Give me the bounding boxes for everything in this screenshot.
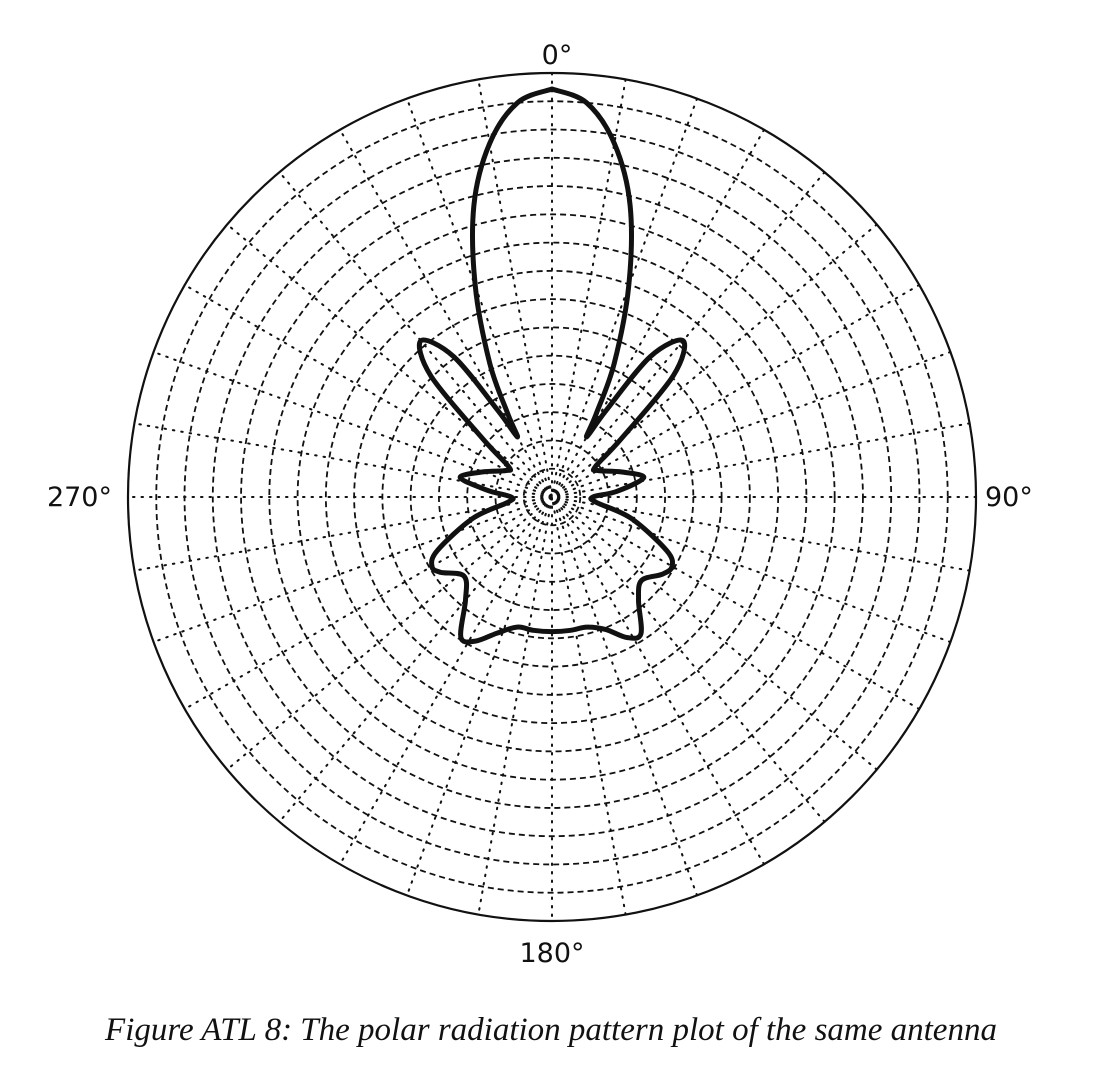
radial-gridline [438,383,666,611]
radial-gridline [466,411,638,583]
radial-gridline [522,467,582,527]
radial-gridline [183,128,921,866]
radial-gridline [155,100,949,894]
outer-boundary-circle [126,71,978,923]
radiation-pattern-curve [416,86,688,645]
radial-gridline [211,156,893,838]
radial-gridline [409,354,695,640]
radial-gridlines [155,100,949,894]
radial-gridline [494,439,610,555]
radial-gridline [324,269,780,725]
angular-gridlines [127,72,977,922]
angle-label-90: 90° [985,482,1033,513]
radial-gridline [268,213,836,781]
angle-label-180: 180° [519,938,584,969]
radial-gridline [240,185,864,809]
figure-caption: Figure ATL 8: The polar radiation patter… [105,1012,997,1048]
radial-gridline [353,298,751,696]
angle-label-270: 270° [47,482,112,513]
radial-gridline [381,326,723,668]
angle-label-0: 0° [542,40,573,71]
radial-gridline [296,241,808,753]
